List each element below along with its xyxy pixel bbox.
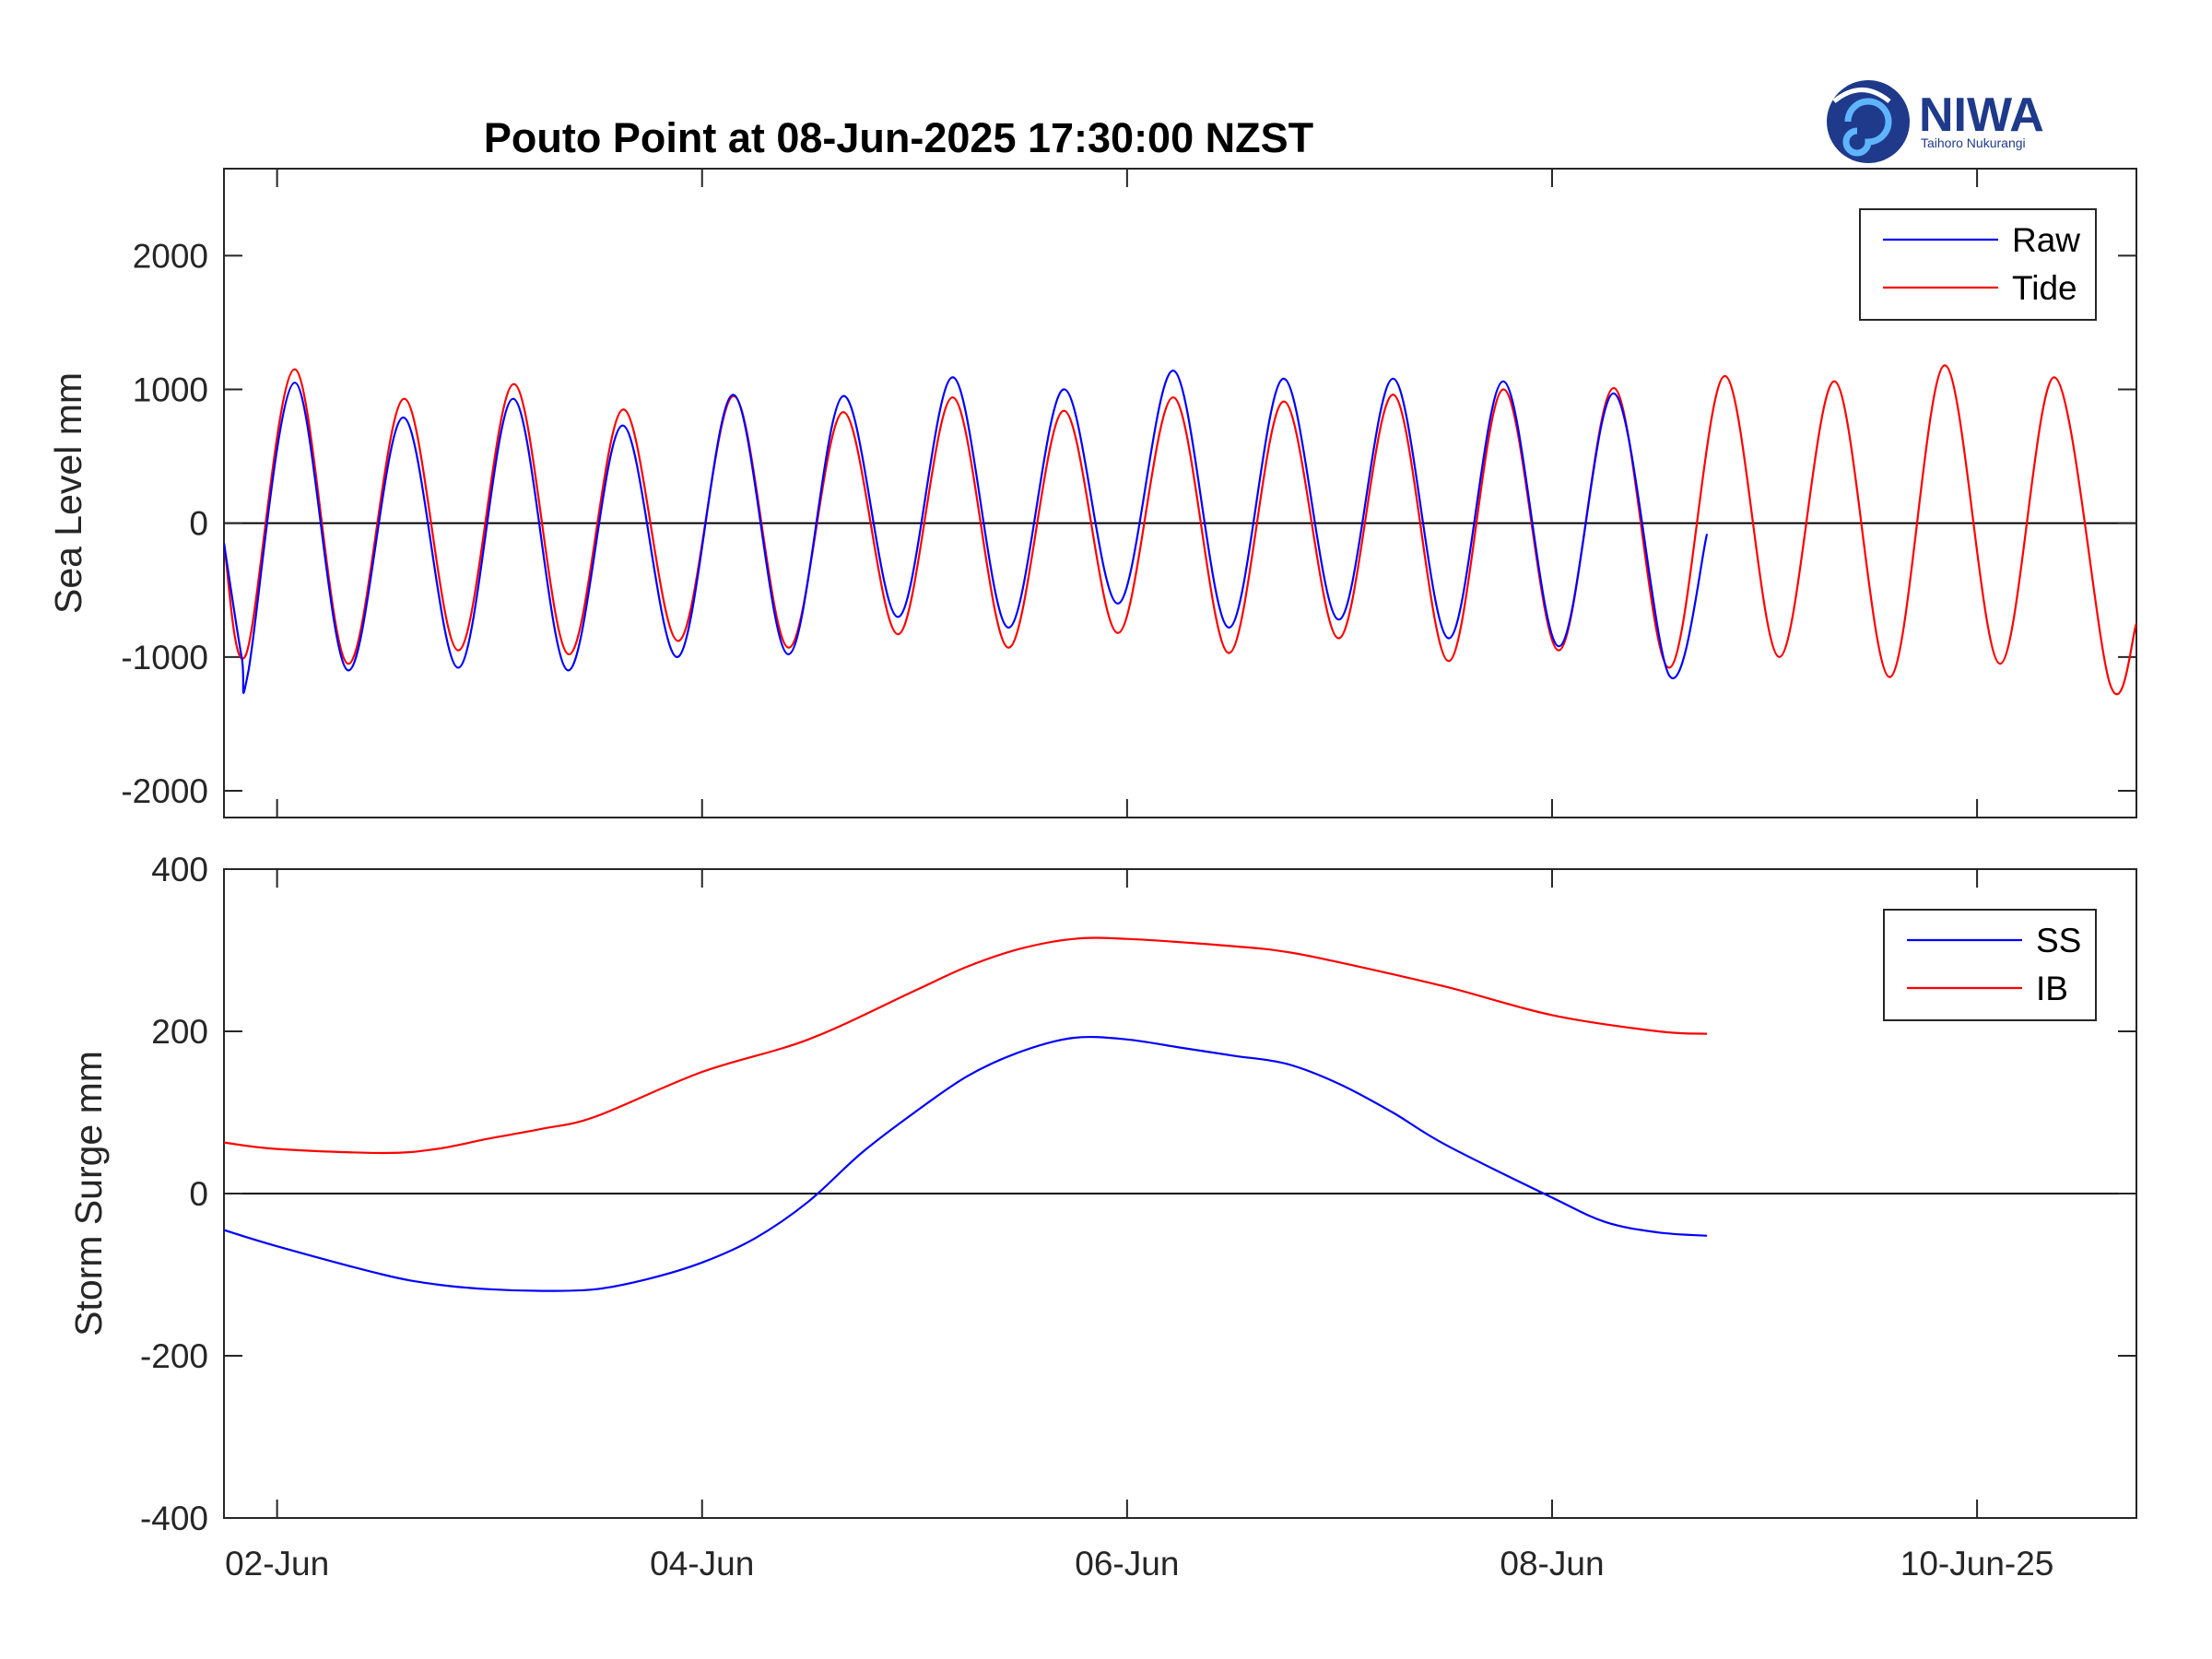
y-tick-label: -400	[140, 1500, 208, 1537]
series-group	[224, 936, 1708, 1292]
y-tick-label: -1000	[121, 639, 208, 677]
legend-box	[1883, 909, 2097, 1021]
legend-label-raw: Raw	[2012, 221, 2080, 259]
legend-box	[1859, 208, 2097, 321]
y-tick-label: 2000	[133, 237, 208, 275]
series-line-ib	[224, 936, 1708, 1155]
series-line-raw	[224, 370, 1709, 694]
storm-surge-panel: 400 200 0 -200 -400 02-Jun 04-Jun 06-Jun 08-Jun 1…	[67, 851, 2137, 1583]
y-tick-label: 0	[189, 505, 208, 543]
legend-label-ss: SS	[2036, 922, 2081, 959]
legend: SS IB	[1883, 909, 2097, 1021]
y-tick-label: 200	[151, 1013, 208, 1051]
x-tick-label: 10-Jun-25	[1900, 1545, 2054, 1583]
sea-level-panel: 2000 1000 0 -1000 -2000 Sea Level mm Raw Tide	[47, 168, 2137, 818]
legend: Raw Tide	[1859, 208, 2097, 321]
y-tick-label: 1000	[133, 371, 208, 409]
plot-area	[223, 168, 2137, 818]
logo-name: NIWA	[1919, 88, 2044, 142]
series-line-tide	[224, 364, 2136, 696]
y-axis-label: Sea Level mm	[47, 372, 89, 614]
series-group	[224, 364, 2136, 696]
x-tick-label: 08-Jun	[1500, 1545, 1604, 1583]
y-tick-label: -200	[140, 1337, 208, 1375]
y-axis-label: Storm Surge mm	[67, 1051, 110, 1336]
x-tick-label: 02-Jun	[225, 1545, 329, 1583]
logo-subtitle: Taihoro Nukurangi	[1921, 135, 2026, 150]
x-tick-label: 06-Jun	[1075, 1545, 1179, 1583]
x-tick-label: 04-Jun	[650, 1545, 754, 1583]
legend-label-tide: Tide	[2012, 269, 2077, 307]
y-tick-label: -2000	[121, 772, 208, 810]
legend-label-ib: IB	[2036, 970, 2068, 1007]
chart-title: Pouto Point at 08-Jun-2025 17:30:00 NZST	[484, 114, 1313, 161]
y-tick-label: 400	[151, 851, 208, 888]
series-line-ss	[224, 1036, 1708, 1292]
niwa-logo: NIWA Taihoro Nukurangi	[1827, 80, 2044, 163]
y-tick-label: 0	[189, 1175, 208, 1213]
